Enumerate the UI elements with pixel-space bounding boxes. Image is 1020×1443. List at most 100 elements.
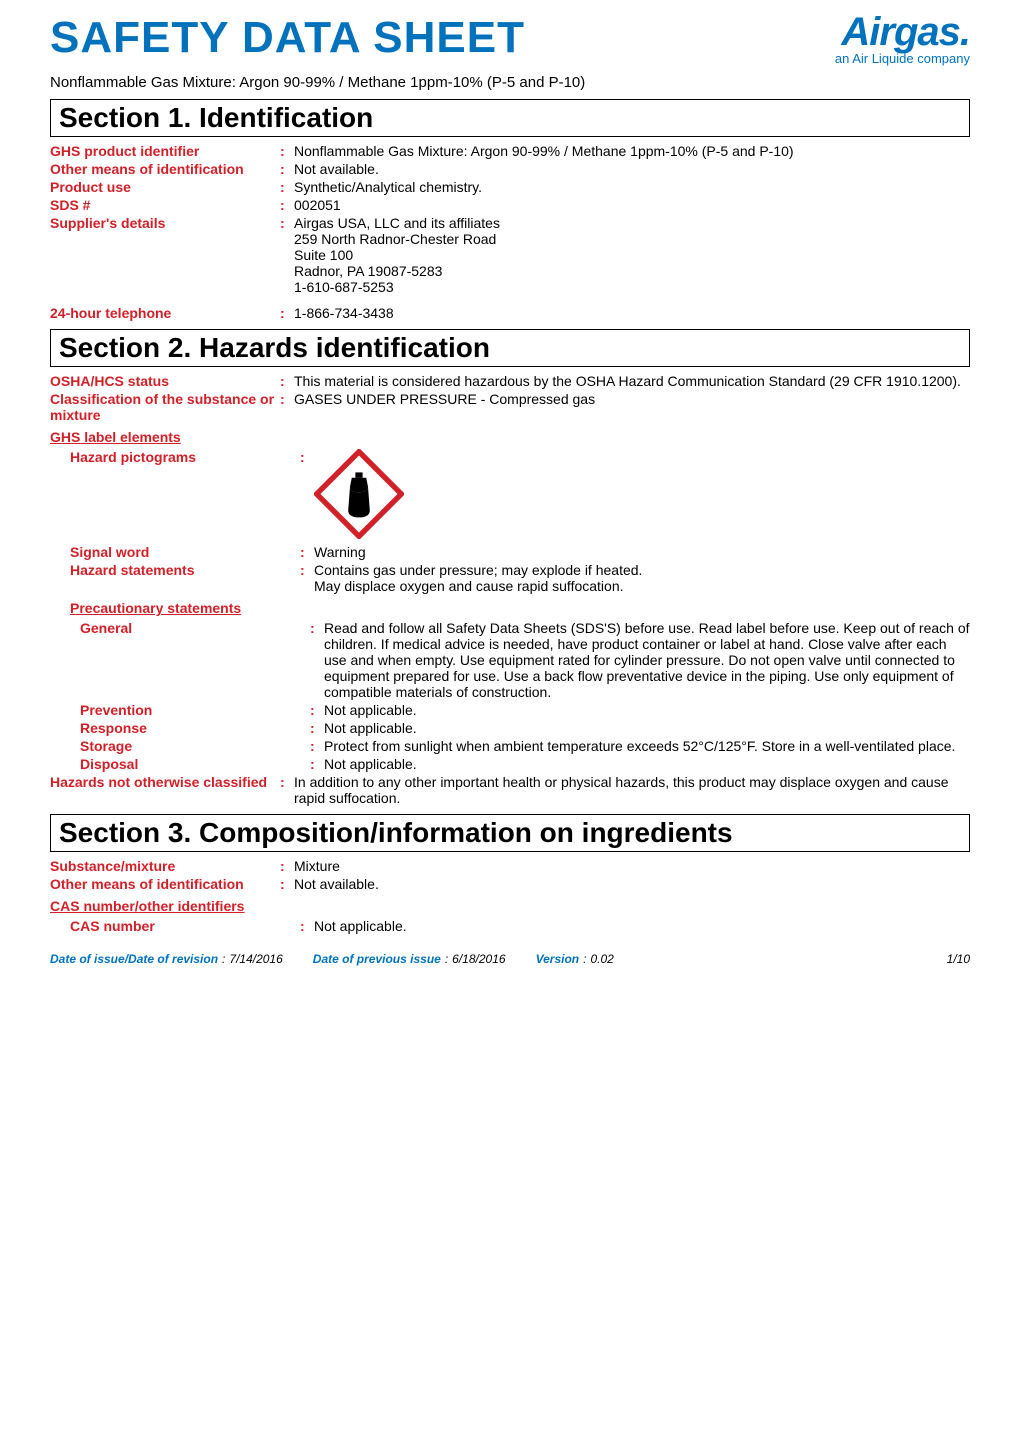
section-1-title: Section 1. Identification — [51, 100, 969, 136]
row-hazard-pictograms: Hazard pictograms : — [50, 449, 970, 542]
colon: : — [310, 756, 324, 772]
page: SAFETY DATA SHEET Airgas. an Air Liquide… — [0, 10, 1020, 986]
label-phone: 24-hour telephone — [50, 305, 280, 321]
section-2-body: OSHA/HCS status :This material is consid… — [50, 373, 970, 806]
row-substance-mixture: Substance/mixture :Mixture — [50, 858, 970, 874]
subheader-precautionary-statements: Precautionary statements — [50, 600, 970, 616]
footer-colon: : — [222, 952, 225, 966]
section-3-body: Substance/mixture :Mixture Other means o… — [50, 858, 970, 934]
colon: : — [280, 391, 294, 407]
label-sds-number: SDS # — [50, 197, 280, 213]
label-cas-number: CAS number — [50, 918, 300, 934]
section-3-title: Section 3. Composition/information on in… — [51, 815, 969, 851]
row-prevention: Prevention :Not applicable. — [50, 702, 970, 718]
row-ghs-product-identifier: GHS product identifier :Nonflammable Gas… — [50, 143, 970, 159]
value-general: Read and follow all Safety Data Sheets (… — [324, 620, 970, 700]
label-classification: Classification of the substance or mixtu… — [50, 391, 280, 423]
value-hazard-pictograms — [314, 449, 970, 542]
subheader-cas-identifiers: CAS number/other identifiers — [50, 898, 970, 914]
row-hazards-not-otherwise: Hazards not otherwise classified :In add… — [50, 774, 970, 806]
footer-version-label: Version — [536, 952, 580, 966]
row-classification: Classification of the substance or mixtu… — [50, 391, 970, 423]
value-response: Not applicable. — [324, 720, 970, 736]
section-1-header: Section 1. Identification — [50, 99, 970, 137]
colon: : — [310, 738, 324, 754]
colon: : — [280, 858, 294, 874]
colon: : — [280, 161, 294, 177]
value-classification: GASES UNDER PRESSURE - Compressed gas — [294, 391, 970, 407]
value-prevention: Not applicable. — [324, 702, 970, 718]
value-osha-status: This material is considered hazardous by… — [294, 373, 970, 389]
value-cas-number: Not applicable. — [314, 918, 970, 934]
row-sds-number: SDS # :002051 — [50, 197, 970, 213]
row-other-means: Other means of identification :Not avail… — [50, 161, 970, 177]
row-hazard-statements: Hazard statements :Contains gas under pr… — [50, 562, 970, 594]
colon: : — [280, 373, 294, 389]
row-disposal: Disposal :Not applicable. — [50, 756, 970, 772]
row-supplier: Supplier's details :Airgas USA, LLC and … — [50, 215, 970, 295]
label-hazards-not-otherwise: Hazards not otherwise classified — [50, 774, 280, 790]
row-osha-status: OSHA/HCS status :This material is consid… — [50, 373, 970, 389]
footer-date-prev: 6/18/2016 — [452, 952, 505, 966]
label-other-means: Other means of identification — [50, 161, 280, 177]
colon: : — [280, 305, 294, 321]
section-1-body: GHS product identifier :Nonflammable Gas… — [50, 143, 970, 321]
section-2-header: Section 2. Hazards identification — [50, 329, 970, 367]
logo-text: Airgas — [841, 10, 960, 54]
label-storage: Storage — [50, 738, 310, 754]
colon: : — [300, 449, 314, 465]
label-osha-status: OSHA/HCS status — [50, 373, 280, 389]
value-other-means-3: Not available. — [294, 876, 970, 892]
value-hazards-not-otherwise: In addition to any other important healt… — [294, 774, 970, 806]
row-response: Response :Not applicable. — [50, 720, 970, 736]
label-prevention: Prevention — [50, 702, 310, 718]
label-substance-mixture: Substance/mixture — [50, 858, 280, 874]
value-substance-mixture: Mixture — [294, 858, 970, 874]
colon: : — [280, 876, 294, 892]
footer-date-prev-label: Date of previous issue — [313, 952, 441, 966]
label-supplier: Supplier's details — [50, 215, 280, 231]
value-sds-number: 002051 — [294, 197, 970, 213]
document-subtitle: Nonflammable Gas Mixture: Argon 90-99% /… — [50, 74, 970, 91]
label-signal-word: Signal word — [50, 544, 300, 560]
gas-cylinder-pictogram-icon — [314, 449, 404, 539]
section-3-header: Section 3. Composition/information on in… — [50, 814, 970, 852]
row-signal-word: Signal word :Warning — [50, 544, 970, 560]
label-response: Response — [50, 720, 310, 736]
value-supplier: Airgas USA, LLC and its affiliates 259 N… — [294, 215, 970, 295]
section-2-title: Section 2. Hazards identification — [51, 330, 969, 366]
logo-block: Airgas. an Air Liquide company — [835, 10, 970, 66]
label-hazard-pictograms: Hazard pictograms — [50, 449, 300, 465]
row-general: General :Read and follow all Safety Data… — [50, 620, 970, 700]
row-phone: 24-hour telephone :1-866-734-3438 — [50, 305, 970, 321]
value-hazard-statements: Contains gas under pressure; may explode… — [314, 562, 970, 594]
label-hazard-statements: Hazard statements — [50, 562, 300, 578]
value-ghs-product-identifier: Nonflammable Gas Mixture: Argon 90-99% /… — [294, 143, 970, 159]
colon: : — [310, 720, 324, 736]
value-disposal: Not applicable. — [324, 756, 970, 772]
value-other-means: Not available. — [294, 161, 970, 177]
footer: Date of issue/Date of revision : 7/14/20… — [50, 952, 970, 966]
value-product-use: Synthetic/Analytical chemistry. — [294, 179, 970, 195]
colon: : — [280, 143, 294, 159]
subheader-ghs-label-elements: GHS label elements — [50, 429, 970, 445]
label-product-use: Product use — [50, 179, 280, 195]
label-ghs-product-identifier: GHS product identifier — [50, 143, 280, 159]
footer-colon-2: : — [445, 952, 448, 966]
label-other-means-3: Other means of identification — [50, 876, 280, 892]
colon: : — [280, 179, 294, 195]
row-storage: Storage :Protect from sunlight when ambi… — [50, 738, 970, 754]
colon: : — [280, 215, 294, 231]
value-phone: 1-866-734-3438 — [294, 305, 970, 321]
colon: : — [300, 918, 314, 934]
footer-page-number: 1/10 — [947, 952, 970, 966]
footer-date-issue-label: Date of issue/Date of revision — [50, 952, 218, 966]
colon: : — [280, 774, 294, 790]
airgas-logo: Airgas. — [841, 10, 970, 55]
colon: : — [310, 702, 324, 718]
footer-date-issue: 7/14/2016 — [229, 952, 282, 966]
label-general: General — [50, 620, 310, 636]
footer-version: 0.02 — [590, 952, 613, 966]
logo-tagline: an Air Liquide company — [835, 51, 970, 66]
value-storage: Protect from sunlight when ambient tempe… — [324, 738, 970, 754]
